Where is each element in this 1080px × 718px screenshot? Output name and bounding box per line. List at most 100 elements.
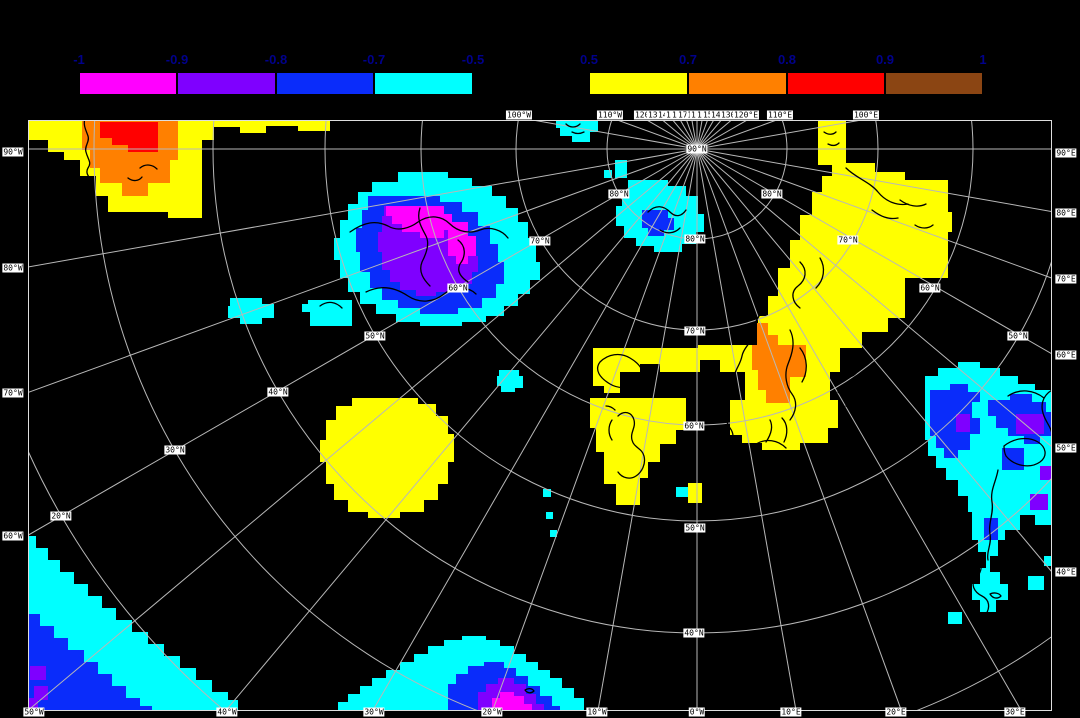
patch-topleft-red — [100, 122, 158, 152]
grid-label-top: 120°E — [732, 110, 760, 120]
patch-speck-4 — [676, 487, 688, 497]
grid-label-inner: 20°N — [50, 511, 72, 521]
colorbar-tick-label: 1 — [979, 52, 987, 67]
grid-label-right: 80°E — [1055, 208, 1077, 218]
grid-label-inner: 70°N — [529, 236, 551, 246]
meridian — [696, 148, 1052, 279]
grid-label-top: 100°W — [505, 110, 533, 120]
grid-label-top: 110°W — [596, 110, 624, 120]
coast-turkey-cyprus — [972, 555, 1002, 615]
patch-svalbard-bit-2 — [604, 170, 612, 178]
grid-label-bottom: 20°E — [885, 707, 907, 717]
patch-speck-2 — [546, 512, 553, 519]
colorbar-tick-label: -0.8 — [264, 52, 288, 67]
coast-finland — [837, 371, 860, 408]
coast-caspian — [1041, 389, 1052, 437]
grid-label-bottom: 20°W — [481, 707, 503, 717]
grid-label-bottom: 30°E — [1004, 707, 1026, 717]
grid-label-right: 60°E — [1055, 350, 1077, 360]
patch-franzjosef-yellow — [818, 120, 846, 165]
meridian — [28, 148, 698, 394]
grid-label-bottom: 10°W — [586, 707, 608, 717]
grid-label-inner: 30°N — [164, 445, 186, 455]
grid-label-inner: 90°N — [686, 144, 708, 154]
patch-iceland-yellow — [593, 348, 700, 393]
patch-east-speck-2 — [1028, 576, 1044, 590]
patch-bottomleft-blue — [28, 614, 152, 711]
colorbar-segment — [374, 72, 473, 95]
patch-east-purple-1 — [956, 414, 970, 432]
patch-east-speck-3 — [1044, 556, 1052, 566]
colorbar-segment — [79, 72, 177, 95]
grid-label-left: 60°W — [2, 531, 24, 541]
meridian — [224, 148, 698, 711]
colorbar-segment — [589, 72, 688, 95]
coast-sweden-baltic — [755, 329, 807, 449]
patch-atlantic-yellow — [320, 398, 454, 518]
patch-speck-1 — [543, 489, 551, 497]
meridian — [371, 148, 698, 711]
colorbar-segment — [885, 72, 983, 95]
patch-east-purple-2 — [1016, 414, 1044, 434]
grid-label-inner: 50°N — [1007, 331, 1029, 341]
grid-label-inner: 60°N — [447, 283, 469, 293]
colorbar-tick-label: -0.9 — [165, 52, 189, 67]
patch-uk-yellow — [590, 398, 686, 505]
grid-label-inner: 40°N — [267, 387, 289, 397]
coast-iceland — [596, 353, 644, 389]
meridian — [696, 148, 1052, 448]
meridian — [28, 148, 698, 268]
grid-label-inner: 80°N — [761, 189, 783, 199]
grid-label-inner: 60°N — [683, 421, 705, 431]
patch-east-tail-cyan — [972, 510, 1008, 612]
patch-east-blue-1 — [930, 384, 980, 458]
colorbar-tick-label: 0.8 — [777, 52, 797, 67]
coast-svalbard — [565, 123, 687, 234]
patch-bottomleft-purple-3 — [28, 698, 38, 710]
patch-east-purple-4 — [1030, 494, 1048, 510]
grid-label-top: 110°E — [766, 110, 794, 120]
patch-baltic-yellow — [730, 400, 838, 450]
coast-franz-josef — [823, 131, 840, 147]
patch-east-speck-1 — [948, 612, 962, 624]
meridian — [696, 148, 1052, 355]
meridian — [696, 148, 903, 711]
coast-canada-arctic — [319, 207, 509, 309]
data-patches — [28, 120, 1052, 711]
patch-uk-bit-yellow — [688, 483, 702, 503]
grid-label-right: 40°E — [1055, 567, 1077, 577]
patch-small-cyan — [497, 370, 523, 392]
colorbar-segment — [276, 72, 374, 95]
patch-bottomleft-purple-1 — [30, 666, 46, 680]
grid-label-top: 100°E — [852, 110, 880, 120]
grid-label-right: 70°E — [1055, 274, 1077, 284]
grid-label-inner: 60°N — [919, 283, 941, 293]
grid-label-inner: 80°N — [684, 234, 706, 244]
patch-speck-3 — [550, 530, 557, 537]
grid-label-bottom: 50°W — [23, 707, 45, 717]
meridian — [28, 148, 698, 536]
grid-label-inner: 80°N — [608, 189, 630, 199]
meridian — [28, 148, 698, 711]
meridian — [597, 148, 698, 711]
coast-norway — [725, 309, 763, 449]
colorbar-tick-label: 0.5 — [579, 52, 599, 67]
coast-blacksea — [986, 390, 1046, 561]
colorbar-tick-label: -0.5 — [461, 52, 485, 67]
colorbar-tick-label: 0.9 — [875, 52, 895, 67]
patch-canada-magenta-2 — [448, 222, 476, 264]
colorbar-tick-label: 0.7 — [678, 52, 698, 67]
coast-azores — [524, 687, 535, 694]
patch-svalbard-bit-1 — [615, 160, 627, 178]
grid-label-left: 80°W — [2, 263, 24, 273]
meridian — [696, 148, 1023, 711]
patch-east-blue-4 — [984, 518, 998, 540]
grid-label-bottom: 10°E — [780, 707, 802, 717]
meridian — [696, 148, 1052, 573]
coast-uk — [605, 405, 646, 479]
colorbar-segment — [177, 72, 276, 95]
